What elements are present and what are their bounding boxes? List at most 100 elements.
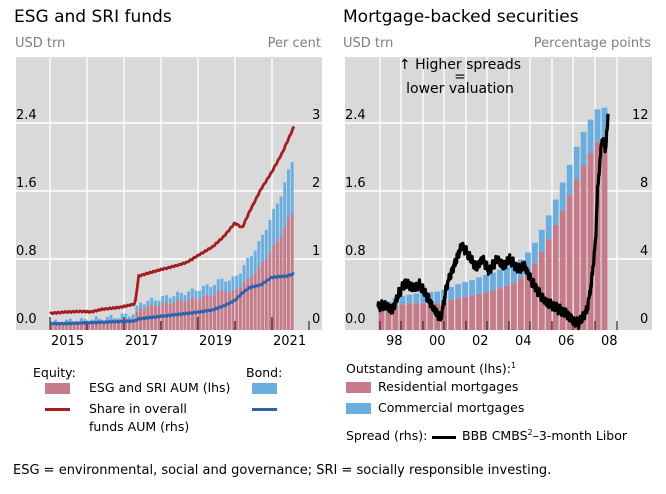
residential-bar [504,285,510,330]
equity-bar [283,226,287,330]
legend-spread-sup: 2 [527,428,533,437]
bond-bar [246,258,250,278]
bond-bar [213,284,216,295]
bond-bar [183,295,187,302]
legend-spread-line-swatch [432,436,456,439]
equity-bar [61,325,65,330]
residential-bar [448,299,455,330]
bond-bar [176,291,180,300]
bond-bar [224,281,228,293]
bond-bar [172,296,176,303]
bond-bar [161,295,165,303]
bond-bar [65,319,69,323]
bond-bar [253,250,257,273]
right-xtick-98: 98 [386,334,403,349]
residential-bar [559,210,566,330]
left-ytick-0.0: 0.0 [16,312,37,327]
right-rtick-4: 4 [640,244,649,259]
equity-bar [105,320,109,330]
residential-bar [490,290,496,330]
spread-annotation: ↑ Higher spreads = lower valuation [380,58,540,97]
equity-bar [50,324,54,330]
bond-bar [238,273,242,288]
legend-equity-bar-swatch [45,383,70,394]
bond-bar [135,305,139,312]
left-rtick-0: 0 [312,312,321,327]
legend-spread-label: BBB CMBS2–3-month Libor [462,428,627,443]
commercial-bar [511,263,517,283]
residential-bar [483,292,489,330]
bond-bar [128,316,131,321]
bond-bar [142,304,146,309]
bond-bar [79,318,83,322]
residential-bar [427,303,434,330]
legend-outstanding-sup: 1 [510,361,517,370]
commercial-bar [483,274,489,293]
bond-bar [153,300,157,307]
legend-bond-heading: Bond: [246,365,283,380]
residential-bar [580,165,587,330]
left-chart-left-unit: USD trn [15,36,66,51]
left-xtick-2015: 2015 [51,334,85,349]
equity-bar [209,296,213,330]
bond-bar [250,256,253,277]
right-ytick-0.0: 0.0 [345,312,366,327]
equity-bar [57,324,61,330]
right-ytick-0.8: 0.8 [345,244,366,259]
legend-equity-heading: Equity: [33,365,76,380]
right-rtick-0: 0 [640,312,649,327]
legend-share-label-2: funds AUM (rhs) [89,419,190,434]
residential-bar [566,194,573,330]
equity-bar [131,319,135,330]
commercial-bar [587,119,594,154]
bond-bar [98,318,102,323]
residential-bar [399,304,406,330]
equity-bar [275,241,279,330]
equity-bar [227,292,231,330]
bond-bar [187,291,191,300]
bond-bar [275,203,279,242]
left-xtick-2019: 2019 [199,334,233,349]
annotation-line-3: lower valuation [406,81,514,97]
equity-bar [54,322,58,330]
equity-bar [246,277,250,330]
right-xtick-08: 08 [601,334,618,349]
equity-bar [91,322,94,330]
residential-bar [441,302,448,330]
bond-bar [157,300,161,306]
bond-bar [120,313,124,319]
commercial-bar [524,252,531,272]
equity-bar [113,321,117,330]
bond-bar [150,297,154,305]
bond-bar [283,182,287,227]
bond-bar [279,196,283,237]
equity-bar [238,287,242,330]
legend-spread-text-b: –3-month Libor [532,428,628,444]
right-xtick-06: 06 [558,334,575,349]
equity-bar [235,289,239,330]
bond-bar [91,319,94,323]
commercial-bar [594,109,601,142]
equity-bar [94,320,98,330]
bond-bar [198,290,202,300]
equity-bar [198,299,202,330]
bond-bar [272,208,276,245]
residential-bar [420,303,427,330]
equity-bar [224,292,228,330]
bond-bar [54,319,58,323]
equity-bar [109,319,113,330]
legend-bond-bar-swatch [252,383,277,394]
right-xtick-02: 02 [472,334,489,349]
commercial-bar [538,229,545,252]
residential-bar [517,278,524,330]
equity-bar [220,289,224,330]
left-chart-title: ESG and SRI funds [14,7,172,27]
annotation-line-1: ↑ Higher spreads [398,57,522,73]
bond-bar [220,278,224,290]
legend-commercial-swatch [346,403,371,414]
residential-bar [552,225,559,330]
right-ytick-1.6: 1.6 [345,176,366,191]
bond-bar [194,290,198,300]
legend-outstanding-text: Outstanding amount (lhs): [346,361,511,377]
bond-bar [257,241,261,267]
